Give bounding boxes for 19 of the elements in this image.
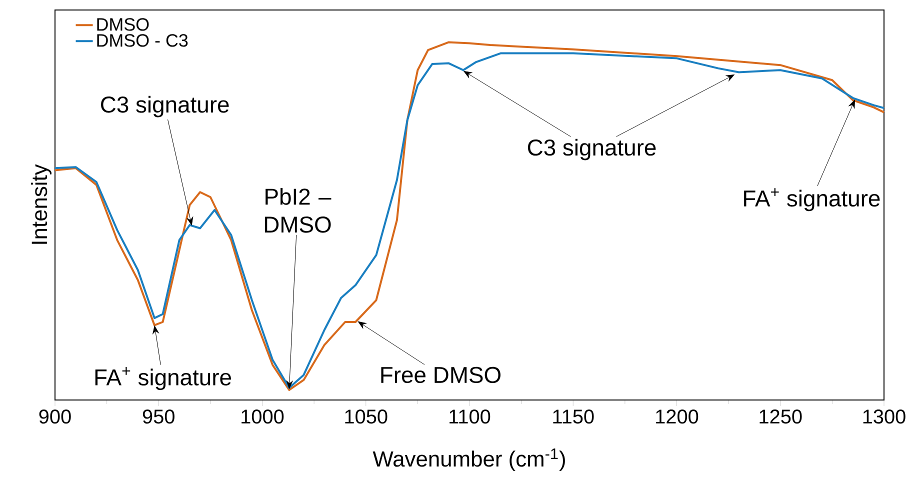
annotation: C3 signature bbox=[528, 138, 656, 160]
annotation: FA$^{+}$ signature bbox=[95, 367, 231, 390]
annotation: PbI2 – DMSO bbox=[264, 188, 332, 233]
legend-label: DMSO - C3 bbox=[97, 34, 188, 47]
x-tick-label: 900 bbox=[39, 410, 71, 424]
legend-label: DMSO bbox=[97, 18, 149, 31]
x-tick-label: 1250 bbox=[760, 410, 802, 424]
x-tick-label: 1150 bbox=[553, 410, 594, 424]
annotation: C3 signature bbox=[101, 96, 229, 118]
y-axis-title: Intensity bbox=[31, 164, 52, 244]
x-tick-label: 1300 bbox=[863, 410, 906, 424]
annotation: Free DMSO bbox=[381, 366, 500, 384]
x-tick-label: 1100 bbox=[450, 410, 490, 424]
x-tick-label: 1000 bbox=[242, 410, 284, 424]
x-tick-label: 1200 bbox=[656, 410, 698, 424]
x-tick-label: 1050 bbox=[345, 410, 388, 424]
x-tick-label: 950 bbox=[142, 410, 174, 424]
annotation: FA$^{+}$ signature bbox=[744, 188, 880, 212]
x-axis-title: Wavenumber (cm$^{-1}$) bbox=[372, 448, 565, 472]
